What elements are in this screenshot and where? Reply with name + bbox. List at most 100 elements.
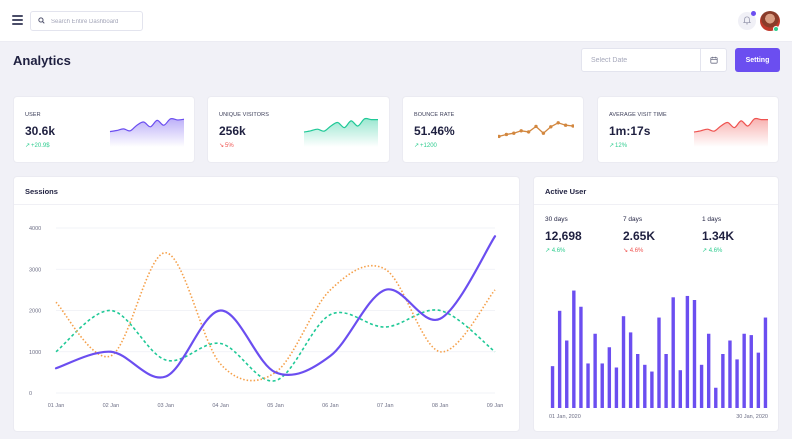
stat-delta: ↘5% xyxy=(219,142,234,149)
card-divider xyxy=(14,204,519,205)
stat-delta: ↗+20.9$ xyxy=(25,142,50,149)
active-user-bar xyxy=(735,359,739,408)
sparkline-point xyxy=(571,124,574,128)
bar-chart-start-label: 01 Jan, 2020 xyxy=(549,414,581,420)
active-user-bar xyxy=(685,295,690,408)
stat-delta: ↗12% xyxy=(609,142,627,149)
search-input[interactable] xyxy=(51,15,139,28)
period-label: 7 days xyxy=(623,216,643,223)
search-box[interactable] xyxy=(30,11,143,31)
y-tick-label: 1000 xyxy=(29,350,41,356)
online-status-dot xyxy=(773,26,779,32)
y-tick-label: 3000 xyxy=(29,267,41,273)
x-tick-label: 03 Jan xyxy=(157,403,174,409)
sparkline-line xyxy=(109,117,185,133)
active-user-bar xyxy=(706,333,711,408)
active-user-bar xyxy=(636,354,640,408)
x-tick-label: 08 Jan xyxy=(432,403,449,409)
active-user-bar xyxy=(714,387,718,408)
stat-value: 51.46% xyxy=(414,124,455,138)
hamburger-menu-icon[interactable] xyxy=(12,15,23,25)
trend-icon: ↗ xyxy=(25,143,31,149)
notifications-button[interactable] xyxy=(738,11,756,30)
date-picker[interactable] xyxy=(581,48,727,72)
active-user-card: Active User 30 days 12,698 ↗ 4.6% 7 days… xyxy=(533,176,779,432)
active-user-30-days: 30 days 12,698 ↗ 4.6% xyxy=(545,216,582,254)
sparkline-point xyxy=(504,132,509,137)
top-bar xyxy=(0,0,792,42)
stat-label: AVERAGE VISIT TIME xyxy=(609,112,667,118)
x-tick-label: 07 Jan xyxy=(377,403,394,409)
x-tick-label: 04 Jan xyxy=(212,403,229,409)
x-tick-label: 02 Jan xyxy=(103,403,120,409)
period-label: 30 days xyxy=(545,216,568,223)
stat-card-bounce-rate: BOUNCE RATE 51.46% ↗+1200 xyxy=(402,96,584,163)
active-user-bar xyxy=(678,370,682,408)
y-tick-label: 0 xyxy=(29,391,32,397)
series-line xyxy=(55,251,496,382)
active-user-1-day: 1 days 1.34K ↗ 4.6% xyxy=(702,216,734,254)
page-title: Analytics xyxy=(13,53,71,68)
active-user-bar xyxy=(628,332,633,408)
series-line xyxy=(54,235,497,379)
trend-icon: ↗ xyxy=(545,248,551,254)
stat-delta: ↗+1200 xyxy=(414,142,437,149)
period-delta-text: 4.6% xyxy=(629,248,644,254)
active-user-bar xyxy=(742,333,746,408)
stat-value: 256k xyxy=(219,124,246,138)
trend-icon: ↘ xyxy=(623,248,629,254)
active-user-bar xyxy=(749,335,753,408)
active-user-bar xyxy=(721,354,725,408)
active-user-bar xyxy=(586,363,590,408)
active-user-7-days: 7 days 2.65K ↘ 4.6% xyxy=(623,216,655,254)
active-user-bar xyxy=(643,364,647,408)
sessions-card: Sessions 0 1000 2000 3000 4000 01 Jan 02 Jan 03… xyxy=(13,176,520,432)
calendar-icon[interactable] xyxy=(710,56,718,64)
setting-button[interactable]: Setting xyxy=(735,48,780,72)
x-tick-label: 06 Jan xyxy=(322,403,339,409)
period-delta-text: 4.6% xyxy=(551,248,566,254)
active-user-bar xyxy=(650,371,654,408)
stat-delta-text: 12% xyxy=(615,143,628,149)
stat-label: BOUNCE RATE xyxy=(414,112,455,118)
stat-label: USER xyxy=(25,112,41,118)
sparkline-point xyxy=(534,124,538,129)
period-value: 12,698 xyxy=(545,229,582,243)
active-user-title: Active User xyxy=(545,187,587,196)
bar-chart-end-label: 30 Jan, 2020 xyxy=(736,414,768,420)
stat-delta-text: +1200 xyxy=(420,143,437,149)
trend-icon: ↗ xyxy=(702,248,708,254)
stat-value: 30.6k xyxy=(25,124,56,138)
active-user-bar xyxy=(657,317,661,408)
trend-icon: ↗ xyxy=(414,143,420,149)
sparkline-point xyxy=(512,131,516,135)
sparkline-area xyxy=(110,118,184,147)
active-user-bar xyxy=(579,306,583,408)
active-user-bar xyxy=(692,300,697,408)
active-user-bar xyxy=(600,363,604,408)
stat-delta-text: 5% xyxy=(225,143,234,149)
active-user-bar xyxy=(728,340,732,408)
active-user-bar xyxy=(565,340,569,408)
sessions-title: Sessions xyxy=(25,187,58,196)
period-value: 1.34K xyxy=(702,229,735,243)
x-tick-label: 01 Jan xyxy=(48,403,65,409)
sparkline-point xyxy=(519,129,523,133)
stat-delta-text: +20.9$ xyxy=(31,143,50,149)
stat-card-average-visit-time: AVERAGE VISIT TIME 1m:17s ↗12% xyxy=(597,96,779,163)
user-sparkline xyxy=(109,117,185,147)
date-input[interactable] xyxy=(591,54,691,67)
period-label: 1 days xyxy=(702,216,722,223)
active-user-bar xyxy=(621,316,626,408)
sparkline-line xyxy=(693,117,769,133)
period-delta: ↗ 4.6% xyxy=(702,247,734,254)
active-user-bar-chart xyxy=(550,290,768,408)
date-divider xyxy=(700,49,701,71)
sparkline-point xyxy=(526,130,531,134)
sparkline-point xyxy=(498,134,501,139)
card-divider xyxy=(534,204,778,205)
active-user-bar xyxy=(671,297,675,408)
period-value: 2.65K xyxy=(623,229,656,243)
sparkline-line xyxy=(303,117,379,133)
active-user-bar xyxy=(557,310,562,408)
